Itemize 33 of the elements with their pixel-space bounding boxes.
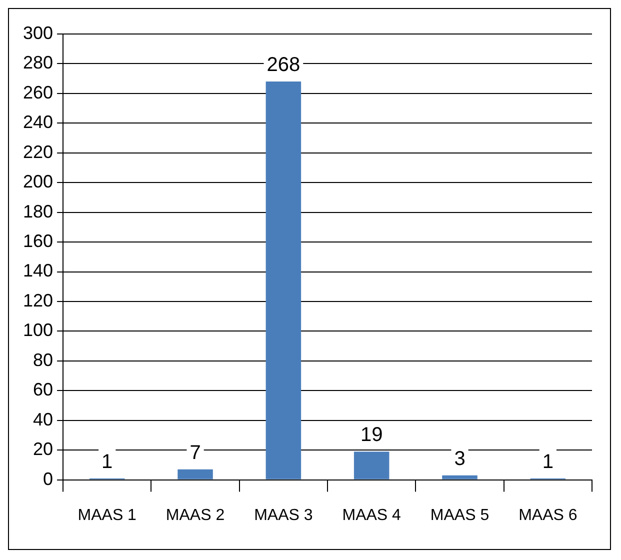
x-tick-label: MAAS 4 [342,506,402,524]
bar [178,469,213,480]
y-tick-label: 140 [22,260,54,281]
bar [354,452,390,480]
y-tick-label: 80 [33,350,54,370]
y-tick-label: 100 [22,320,54,340]
y-tick-label: 200 [22,172,54,192]
y-tick-label: 120 [22,290,54,310]
data-label: 19 [360,424,383,446]
x-tick-label: MAAS 6 [518,506,578,524]
y-tick-label: 300 [22,22,54,43]
data-label: 1 [542,450,554,473]
y-tick-label: 260 [22,82,54,102]
y-tick-label: 240 [22,112,54,132]
y-tick-label: 180 [22,201,54,222]
x-tick-label: MAAS 3 [254,506,313,524]
x-tick-label: MAAS 2 [166,506,225,524]
data-label: 7 [190,442,201,464]
data-label: 3 [454,448,466,470]
data-label: 1 [102,450,113,473]
y-tick-label: 60 [33,380,54,400]
y-tick-label: 20 [33,439,54,460]
x-tick-label: MAAS 5 [430,506,490,524]
data-label: 268 [266,54,300,76]
bar [266,82,302,480]
y-tick-label: 220 [22,142,54,162]
y-tick-label: 40 [33,409,54,430]
y-tick-label: 280 [22,52,54,73]
bar [442,475,478,480]
y-tick-label: 0 [43,468,54,489]
chart-frame: MAAS 1 MAAS 2 MAAS 3 MAAS 4 MAAS 5 MAAS 6 0 20 40 60 80 100 120 140 160 180 200 220 240 260 280 300 1 7 268 19 3 1 [8,8,611,550]
y-tick-label: 160 [22,231,54,252]
x-tick-label: MAAS 1 [78,506,137,524]
